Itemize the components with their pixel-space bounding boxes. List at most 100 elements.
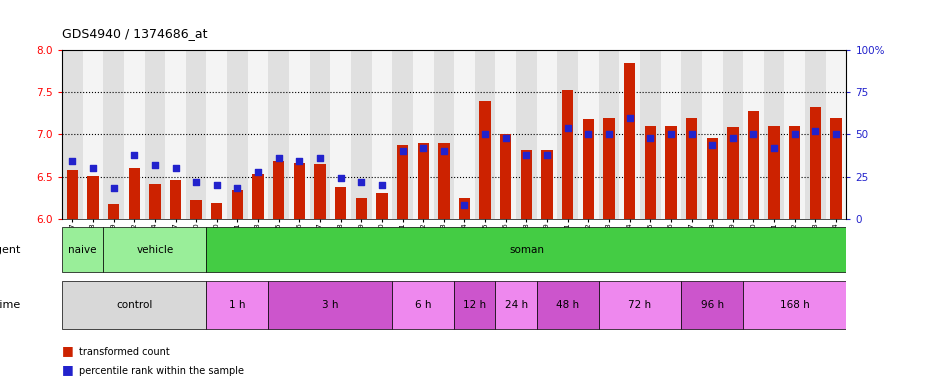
Bar (743, 281, 846, 329)
Text: 48 h: 48 h (556, 300, 579, 310)
Point (663, 131, 678, 137)
Bar (831, 118, 842, 219)
Text: 24 h: 24 h (504, 300, 527, 310)
Bar (372, 50, 392, 219)
Point (457, 202, 472, 209)
Bar (500, 134, 512, 219)
Point (829, 131, 844, 137)
Bar (743, 50, 764, 219)
Text: transformed count: transformed count (79, 347, 169, 357)
Bar (268, 281, 392, 329)
Bar (747, 111, 759, 219)
Bar (640, 50, 660, 219)
Bar (475, 50, 496, 219)
Bar (82, 50, 104, 219)
Bar (232, 190, 243, 219)
Point (168, 165, 183, 171)
Bar (129, 168, 140, 219)
Bar (335, 187, 346, 219)
Point (705, 141, 720, 147)
Bar (541, 150, 553, 219)
Bar (479, 101, 491, 219)
Bar (268, 50, 289, 219)
Bar (62, 227, 104, 272)
Bar (620, 50, 640, 219)
Bar (166, 50, 186, 219)
Text: 6 h: 6 h (415, 300, 431, 310)
Bar (413, 50, 434, 219)
Bar (211, 203, 223, 219)
Bar (702, 50, 722, 219)
Bar (562, 89, 574, 219)
Bar (376, 193, 388, 219)
Point (601, 131, 616, 137)
Point (189, 179, 204, 185)
Text: time: time (0, 300, 20, 310)
Bar (392, 281, 454, 329)
Bar (248, 50, 268, 219)
Bar (170, 180, 181, 219)
Bar (789, 126, 800, 219)
Bar (289, 50, 310, 219)
Bar (805, 50, 826, 219)
Text: ■: ■ (62, 344, 74, 357)
Bar (253, 174, 264, 219)
Bar (459, 198, 470, 219)
Text: GDS4940 / 1374686_at: GDS4940 / 1374686_at (62, 27, 207, 40)
Bar (108, 204, 119, 219)
Bar (521, 151, 532, 219)
Point (106, 185, 121, 192)
Bar (558, 50, 578, 219)
Bar (598, 50, 620, 219)
Bar (355, 198, 367, 219)
Bar (454, 50, 475, 219)
Bar (496, 50, 516, 219)
Bar (310, 50, 330, 219)
Point (65, 158, 80, 164)
Bar (809, 106, 821, 219)
Bar (665, 126, 676, 219)
Text: 96 h: 96 h (700, 300, 723, 310)
Point (787, 131, 802, 137)
Bar (722, 50, 743, 219)
Bar (273, 161, 284, 219)
Bar (434, 50, 454, 219)
Point (127, 152, 142, 158)
Bar (454, 281, 496, 329)
Bar (149, 184, 161, 219)
Bar (681, 50, 702, 219)
Bar (784, 50, 805, 219)
Text: 12 h: 12 h (463, 300, 487, 310)
Point (581, 131, 596, 137)
Point (230, 185, 245, 192)
Point (395, 148, 410, 154)
Bar (206, 281, 268, 329)
Point (375, 182, 389, 188)
Text: ■: ■ (62, 363, 74, 376)
Bar (314, 164, 326, 219)
Point (519, 152, 534, 158)
Bar (124, 50, 144, 219)
Point (561, 124, 575, 131)
Bar (67, 170, 78, 219)
Bar (438, 143, 450, 219)
Point (767, 145, 782, 151)
Point (209, 182, 224, 188)
Text: 1 h: 1 h (229, 300, 246, 310)
Point (313, 155, 327, 161)
Point (271, 155, 286, 161)
Bar (397, 144, 408, 219)
Bar (660, 50, 681, 219)
Bar (598, 281, 681, 329)
Bar (681, 281, 743, 329)
Bar (104, 50, 124, 219)
Bar (685, 118, 697, 219)
Bar (624, 63, 635, 219)
Bar (417, 143, 429, 219)
Point (251, 169, 265, 175)
Text: percentile rank within the sample: percentile rank within the sample (79, 366, 243, 376)
Bar (516, 50, 536, 219)
Point (354, 179, 369, 185)
Point (292, 158, 307, 164)
Point (333, 175, 348, 181)
